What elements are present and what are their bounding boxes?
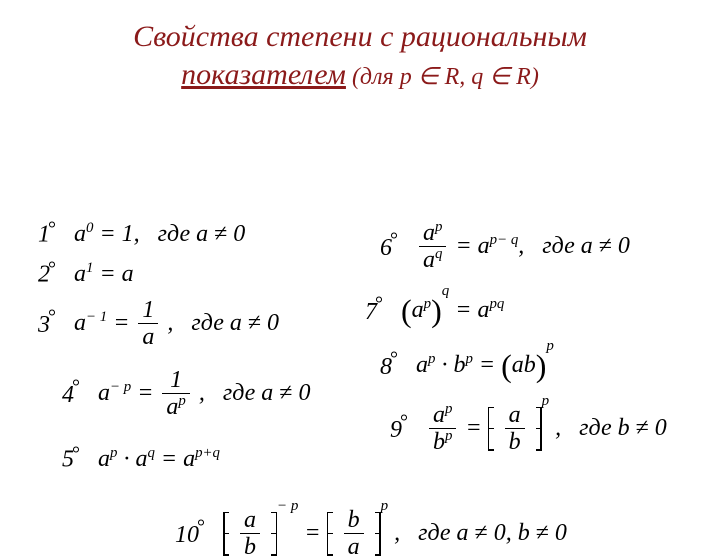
deg-icon: ° — [390, 229, 398, 251]
deg-icon: ° — [390, 348, 398, 370]
deg-icon: ° — [197, 516, 205, 538]
deg-icon: ° — [48, 218, 56, 240]
deg-icon: ° — [400, 411, 408, 433]
rule-7-eq: (ap)q = apq — [401, 296, 504, 322]
rule-1-eq: a0 = 1, где a ≠ 0 — [74, 221, 245, 247]
rule-2-eq: a1 = a — [74, 261, 134, 287]
rule-9: 9° apbp = ab p , где b ≠ 0 — [390, 403, 667, 454]
rule-6: 6° apaq = ap− q, где a ≠ 0 — [380, 221, 630, 272]
rule-4-eq: a− p = 1ap , где a ≠ 0 — [98, 379, 310, 405]
rule-6-eq: apaq = ap− q, где a ≠ 0 — [416, 232, 630, 258]
deg-icon: ° — [375, 293, 383, 315]
rule-1: 1° a0 = 1, где a ≠ 0 — [38, 218, 245, 248]
deg-icon: ° — [72, 443, 80, 465]
title-rest: (для p ∈ R, q ∈ R) — [346, 64, 539, 90]
rule-num: 10 — [175, 522, 199, 548]
rule-5-eq: ap · aq = ap+q — [98, 446, 220, 472]
rule-7: 7° (ap)q = apq — [365, 293, 504, 326]
title-underlined: показателем — [181, 58, 346, 91]
rule-8-eq: ap · bp = (ab)p — [416, 351, 554, 377]
deg-icon: ° — [72, 376, 80, 398]
rule-10-eq: ab − p = ba p , где a ≠ 0, b ≠ 0 — [223, 519, 567, 545]
rule-8: 8° ap · bp = (ab)p — [380, 348, 554, 381]
rule-3: 3° a− 1 = 1a , где a ≠ 0 — [38, 298, 279, 349]
rule-2: 2° a1 = a — [38, 258, 134, 288]
rule-4: 4° a− p = 1ap , где a ≠ 0 — [62, 368, 310, 419]
title-line1: Свойства степени с рациональным — [0, 18, 720, 56]
rule-10: 10° ab − p = ba p , где a ≠ 0, b ≠ 0 — [175, 508, 567, 559]
rule-9-eq: apbp = ab p , где b ≠ 0 — [426, 414, 667, 440]
title-line2: показателем (для p ∈ R, q ∈ R) — [0, 56, 720, 94]
rule-5: 5° ap · aq = ap+q — [62, 443, 220, 473]
deg-icon: ° — [48, 258, 56, 280]
deg-icon: ° — [48, 306, 56, 328]
rule-3-eq: a− 1 = 1a , где a ≠ 0 — [74, 309, 279, 335]
